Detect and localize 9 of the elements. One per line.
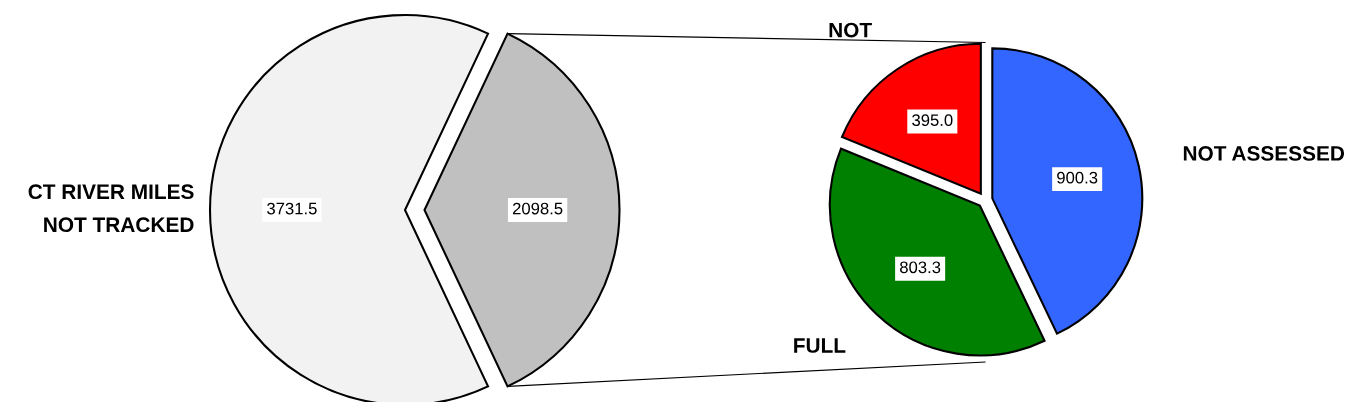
data-label: 2098.5 <box>512 202 563 215</box>
data-label: 803.3 <box>900 261 941 274</box>
slice-label: NOT ASSESSED <box>1183 146 1345 161</box>
data-label: 3731.5 <box>267 202 317 215</box>
slice-label: NOT <box>829 22 872 38</box>
data-label: 395.0 <box>912 114 953 127</box>
slice-label: FULL <box>794 338 846 353</box>
slice-label: CT RIVER MILES NOT TRACKED <box>28 184 194 233</box>
data-label: 900.3 <box>1057 171 1098 184</box>
